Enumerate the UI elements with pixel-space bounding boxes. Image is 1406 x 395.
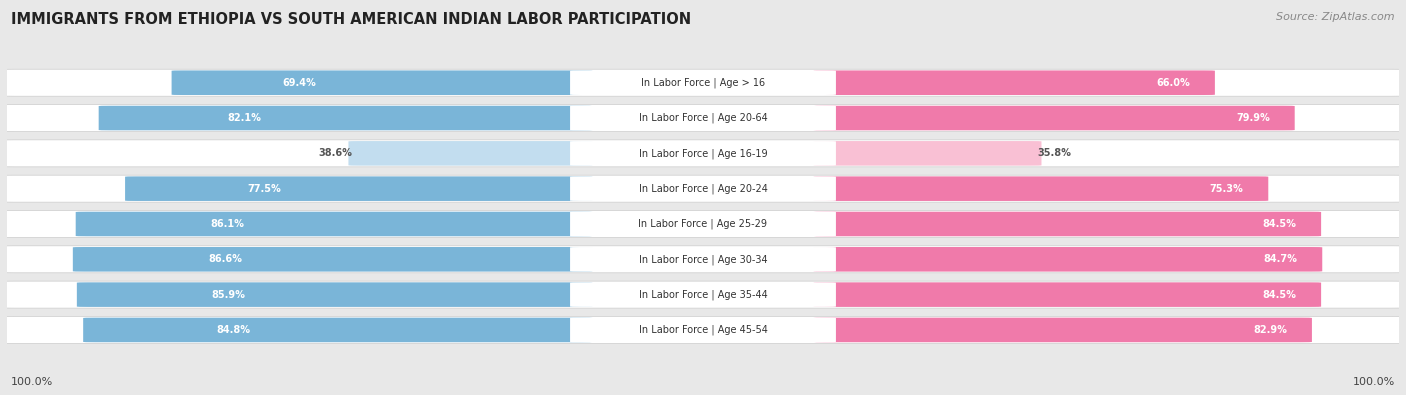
Text: In Labor Force | Age 45-54: In Labor Force | Age 45-54 bbox=[638, 325, 768, 335]
FancyBboxPatch shape bbox=[814, 177, 1268, 201]
FancyBboxPatch shape bbox=[172, 70, 592, 95]
Text: 66.0%: 66.0% bbox=[1156, 78, 1189, 88]
FancyBboxPatch shape bbox=[814, 212, 1322, 236]
Text: In Labor Force | Age 25-29: In Labor Force | Age 25-29 bbox=[638, 219, 768, 229]
FancyBboxPatch shape bbox=[814, 247, 1322, 272]
FancyBboxPatch shape bbox=[814, 70, 1215, 95]
FancyBboxPatch shape bbox=[569, 141, 837, 166]
Text: Source: ZipAtlas.com: Source: ZipAtlas.com bbox=[1277, 12, 1395, 22]
FancyBboxPatch shape bbox=[0, 140, 1406, 167]
Text: 86.6%: 86.6% bbox=[208, 254, 242, 264]
FancyBboxPatch shape bbox=[569, 177, 837, 201]
Text: 85.9%: 85.9% bbox=[211, 290, 245, 300]
FancyBboxPatch shape bbox=[814, 106, 1295, 130]
FancyBboxPatch shape bbox=[0, 316, 1406, 343]
Text: 75.3%: 75.3% bbox=[1209, 184, 1243, 194]
Text: In Labor Force | Age 35-44: In Labor Force | Age 35-44 bbox=[638, 290, 768, 300]
FancyBboxPatch shape bbox=[0, 246, 1406, 273]
Text: 84.8%: 84.8% bbox=[217, 325, 250, 335]
FancyBboxPatch shape bbox=[569, 318, 837, 342]
Text: 69.4%: 69.4% bbox=[283, 78, 316, 88]
FancyBboxPatch shape bbox=[814, 318, 1312, 342]
FancyBboxPatch shape bbox=[98, 106, 592, 130]
Text: 35.8%: 35.8% bbox=[1038, 149, 1071, 158]
FancyBboxPatch shape bbox=[569, 247, 837, 272]
Text: In Labor Force | Age > 16: In Labor Force | Age > 16 bbox=[641, 77, 765, 88]
Text: 38.6%: 38.6% bbox=[319, 149, 353, 158]
FancyBboxPatch shape bbox=[73, 247, 592, 272]
Text: 79.9%: 79.9% bbox=[1236, 113, 1270, 123]
FancyBboxPatch shape bbox=[83, 318, 592, 342]
FancyBboxPatch shape bbox=[125, 177, 592, 201]
FancyBboxPatch shape bbox=[0, 69, 1406, 96]
FancyBboxPatch shape bbox=[569, 106, 837, 130]
FancyBboxPatch shape bbox=[349, 141, 592, 166]
FancyBboxPatch shape bbox=[569, 212, 837, 236]
FancyBboxPatch shape bbox=[0, 281, 1406, 308]
FancyBboxPatch shape bbox=[0, 105, 1406, 132]
FancyBboxPatch shape bbox=[814, 282, 1322, 307]
Text: IMMIGRANTS FROM ETHIOPIA VS SOUTH AMERICAN INDIAN LABOR PARTICIPATION: IMMIGRANTS FROM ETHIOPIA VS SOUTH AMERIC… bbox=[11, 12, 692, 27]
FancyBboxPatch shape bbox=[569, 70, 837, 95]
Text: 77.5%: 77.5% bbox=[247, 184, 281, 194]
Text: 84.5%: 84.5% bbox=[1263, 290, 1296, 300]
Text: In Labor Force | Age 20-64: In Labor Force | Age 20-64 bbox=[638, 113, 768, 123]
Text: 100.0%: 100.0% bbox=[11, 377, 53, 387]
Text: 84.5%: 84.5% bbox=[1263, 219, 1296, 229]
Text: 82.1%: 82.1% bbox=[228, 113, 262, 123]
Text: In Labor Force | Age 16-19: In Labor Force | Age 16-19 bbox=[638, 148, 768, 159]
Text: 84.7%: 84.7% bbox=[1264, 254, 1298, 264]
FancyBboxPatch shape bbox=[76, 212, 592, 236]
FancyBboxPatch shape bbox=[77, 282, 592, 307]
Text: 100.0%: 100.0% bbox=[1353, 377, 1395, 387]
Text: 82.9%: 82.9% bbox=[1253, 325, 1286, 335]
Text: In Labor Force | Age 30-34: In Labor Force | Age 30-34 bbox=[638, 254, 768, 265]
FancyBboxPatch shape bbox=[0, 175, 1406, 202]
FancyBboxPatch shape bbox=[814, 141, 1042, 166]
Text: 86.1%: 86.1% bbox=[211, 219, 245, 229]
Text: In Labor Force | Age 20-24: In Labor Force | Age 20-24 bbox=[638, 183, 768, 194]
FancyBboxPatch shape bbox=[569, 282, 837, 307]
FancyBboxPatch shape bbox=[0, 211, 1406, 237]
